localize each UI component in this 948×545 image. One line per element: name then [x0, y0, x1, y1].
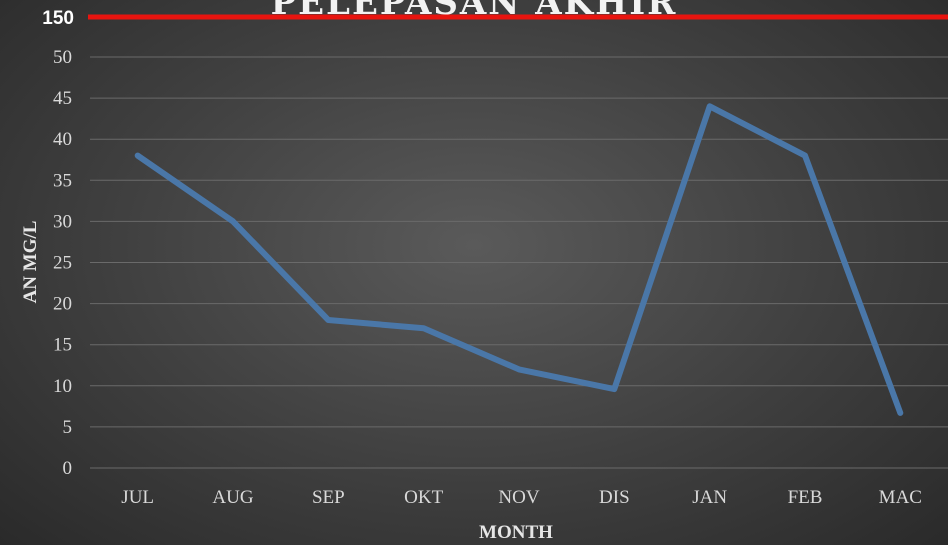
y-axis-ticks: 0 5 10 15 20 25 30 35 40 45 50 — [53, 47, 72, 479]
y-tick-label: 15 — [53, 335, 72, 356]
y-tick-label: 40 — [53, 129, 72, 150]
x-tick-label: NOV — [498, 487, 539, 508]
y-tick-label: 30 — [53, 211, 72, 232]
x-tick-label: MAC — [879, 487, 922, 508]
y-tick-label: 5 — [63, 417, 73, 438]
y-tick-label: 20 — [53, 294, 72, 315]
y-tick-label: 10 — [53, 376, 72, 397]
series-line — [134, 103, 904, 416]
x-axis-label: MONTH — [479, 522, 553, 543]
gridlines — [90, 56, 948, 469]
x-tick-label: JAN — [692, 487, 727, 508]
series-layer — [134, 103, 904, 416]
x-tick-label: JUL — [121, 487, 154, 508]
y-tick-label: 45 — [53, 88, 72, 109]
limit-line-label: 150 — [42, 8, 74, 29]
x-tick-label: AUG — [212, 487, 253, 508]
y-axis-label: AN MG/L — [20, 221, 41, 304]
x-axis-ticks: JUL AUG SEP OKT NOV DIS JAN FEB MAC — [121, 487, 922, 508]
x-tick-label: FEB — [788, 487, 823, 508]
y-tick-label: 25 — [53, 253, 72, 274]
y-tick-label: 35 — [53, 170, 72, 191]
chart-title: PELEPASAN AKHIR — [271, 0, 678, 23]
x-tick-label: DIS — [599, 487, 630, 508]
y-tick-label: 0 — [63, 458, 73, 479]
x-tick-label: SEP — [312, 487, 345, 508]
y-tick-label: 50 — [53, 47, 72, 68]
x-tick-label: OKT — [404, 487, 443, 508]
